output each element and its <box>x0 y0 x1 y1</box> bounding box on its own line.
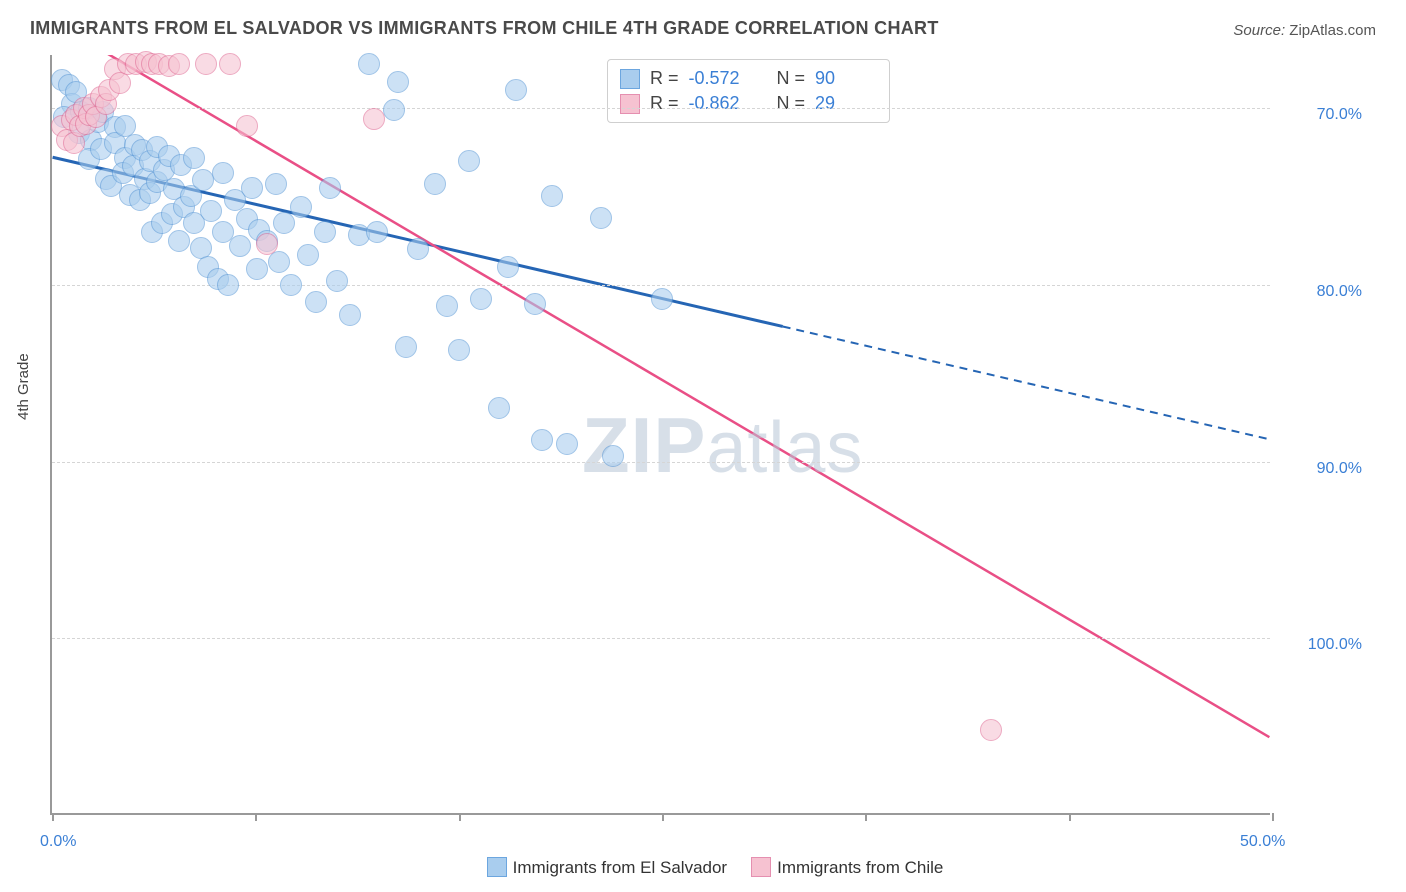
source-value: ZipAtlas.com <box>1289 22 1376 39</box>
legend-swatch <box>620 69 640 89</box>
gridline-h <box>52 462 1270 463</box>
scatter-point <box>229 235 251 257</box>
gridline-h <box>52 638 1270 639</box>
x-tick-label: 0.0% <box>40 833 76 851</box>
scatter-point <box>395 336 417 358</box>
scatter-point <box>280 274 302 296</box>
trend-line <box>783 326 1270 439</box>
scatter-point <box>219 53 241 75</box>
scatter-point <box>590 207 612 229</box>
stat-r-label: R = <box>650 93 679 114</box>
scatter-point <box>109 72 131 94</box>
stat-row: R = -0.572 N = 90 <box>620 66 877 91</box>
scatter-point <box>314 221 336 243</box>
scatter-point <box>383 99 405 121</box>
stat-n-label: N = <box>777 68 806 89</box>
scatter-point <box>256 233 278 255</box>
scatter-point <box>488 397 510 419</box>
scatter-point <box>305 291 327 313</box>
y-tick-label: 90.0% <box>1292 460 1362 478</box>
scatter-point <box>183 147 205 169</box>
scatter-point <box>168 230 190 252</box>
scatter-point <box>195 53 217 75</box>
scatter-point <box>407 238 429 260</box>
gridline-h <box>52 108 1270 109</box>
scatter-point <box>556 433 578 455</box>
scatter-point <box>217 274 239 296</box>
stat-n-value: 29 <box>815 93 877 114</box>
y-tick-label: 70.0% <box>1292 106 1362 124</box>
scatter-point <box>497 256 519 278</box>
scatter-point <box>448 339 470 361</box>
scatter-point <box>424 173 446 195</box>
legend-swatch <box>620 94 640 114</box>
scatter-point <box>470 288 492 310</box>
legend-swatch <box>751 857 771 877</box>
scatter-point <box>358 53 380 75</box>
scatter-point <box>200 200 222 222</box>
stat-row: R = -0.862 N = 29 <box>620 91 877 116</box>
stat-n-label: N = <box>777 93 806 114</box>
x-tick-mark <box>459 813 461 821</box>
correlation-stats-box: R = -0.572 N = 90 R = -0.862 N = 29 <box>607 59 890 123</box>
scatter-point <box>241 177 263 199</box>
y-tick-label: 100.0% <box>1292 636 1362 654</box>
x-tick-label: 50.0% <box>1240 833 1285 851</box>
scatter-point <box>273 212 295 234</box>
legend-swatch <box>487 857 507 877</box>
scatter-point <box>524 293 546 315</box>
x-tick-mark <box>1272 813 1274 821</box>
watermark-atlas: atlas <box>706 408 863 488</box>
stat-r-value: -0.572 <box>689 68 751 89</box>
watermark-zip: ZIP <box>582 401 706 489</box>
scatter-point <box>602 445 624 467</box>
scatter-point <box>541 185 563 207</box>
scatter-point <box>387 71 409 93</box>
source-attribution: Source: ZipAtlas.com <box>1233 22 1376 39</box>
scatter-point <box>651 288 673 310</box>
scatter-point <box>212 162 234 184</box>
scatter-point <box>436 295 458 317</box>
x-tick-mark <box>255 813 257 821</box>
scatter-point <box>363 108 385 130</box>
stat-r-label: R = <box>650 68 679 89</box>
scatter-point <box>505 79 527 101</box>
stat-r-value: -0.862 <box>689 93 751 114</box>
source-label: Source: <box>1233 22 1285 39</box>
scatter-point <box>265 173 287 195</box>
legend-label: Immigrants from Chile <box>777 858 943 877</box>
scatter-point <box>319 177 341 199</box>
chart-title: IMMIGRANTS FROM EL SALVADOR VS IMMIGRANT… <box>30 18 939 39</box>
scatter-point <box>531 429 553 451</box>
scatter-point <box>236 115 258 137</box>
y-tick-label: 80.0% <box>1292 283 1362 301</box>
x-tick-mark <box>1069 813 1071 821</box>
x-tick-mark <box>52 813 54 821</box>
legend-label: Immigrants from El Salvador <box>513 858 727 877</box>
scatter-point <box>297 244 319 266</box>
watermark: ZIPatlas <box>582 400 863 491</box>
scatter-point <box>192 169 214 191</box>
scatter-point <box>366 221 388 243</box>
scatter-point <box>326 270 348 292</box>
x-tick-mark <box>865 813 867 821</box>
bottom-legend: Immigrants from El Salvador Immigrants fr… <box>0 857 1406 878</box>
scatter-point <box>339 304 361 326</box>
scatter-point <box>246 258 268 280</box>
x-tick-mark <box>662 813 664 821</box>
scatter-point <box>980 719 1002 741</box>
scatter-point <box>458 150 480 172</box>
stat-n-value: 90 <box>815 68 877 89</box>
y-axis-label: 4th Grade <box>15 353 32 420</box>
trend-line <box>65 55 1270 737</box>
scatter-point <box>290 196 312 218</box>
scatter-point <box>168 53 190 75</box>
trend-lines-layer <box>52 55 1270 813</box>
plot-area: ZIPatlas R = -0.572 N = 90 R = -0.862 N = 2… <box>50 55 1270 815</box>
